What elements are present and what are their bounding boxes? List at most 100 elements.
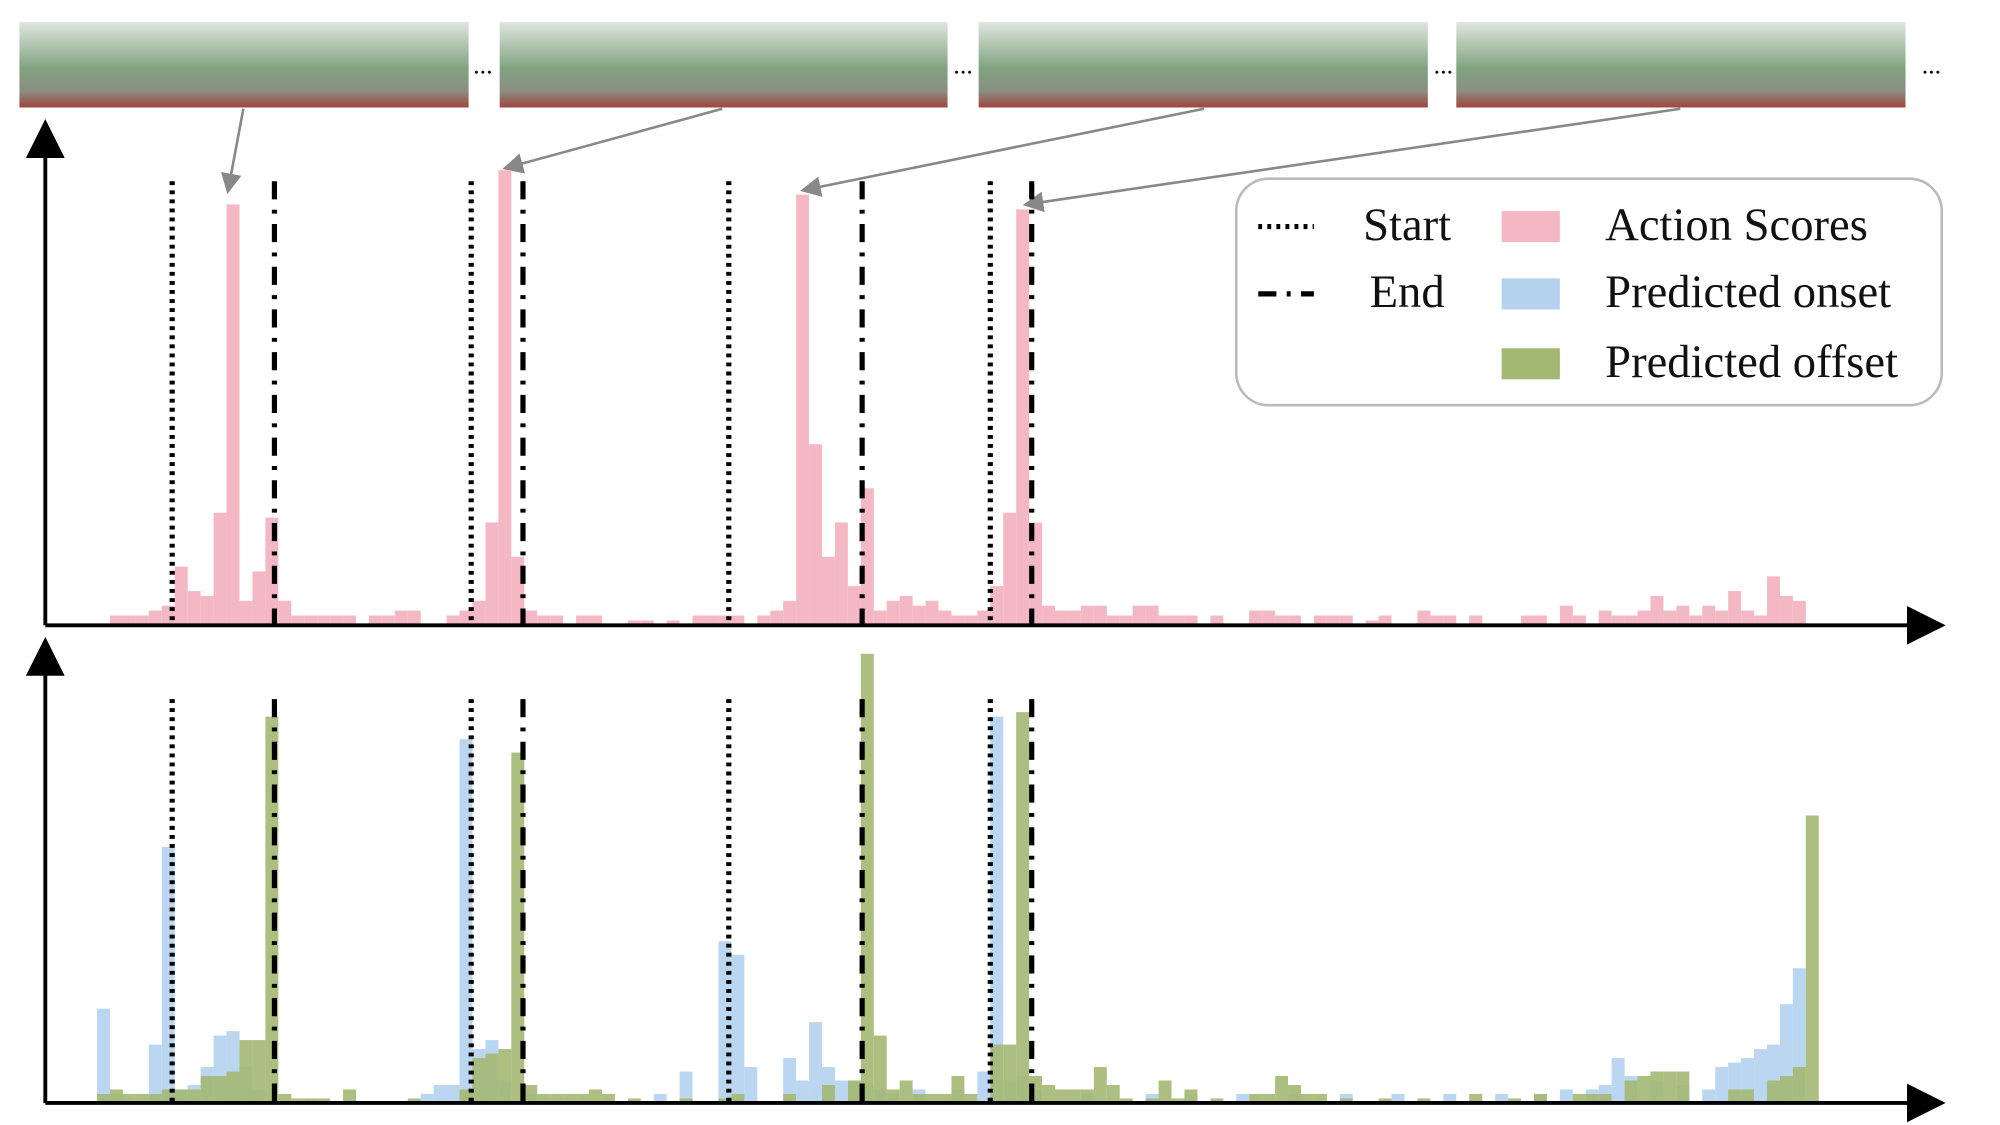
bar: [627, 1098, 641, 1103]
bar: [1313, 615, 1327, 626]
bar: [1158, 615, 1172, 626]
bar: [1210, 615, 1224, 626]
bar: [1611, 615, 1625, 626]
bar: [770, 610, 784, 626]
bar: [122, 615, 136, 626]
bar: [925, 600, 939, 626]
bar: [110, 615, 123, 626]
legend-label: Start: [1363, 199, 1451, 251]
bar: [990, 1044, 1004, 1103]
bar: [213, 512, 227, 626]
bar: [1326, 615, 1340, 626]
bar: [1016, 209, 1030, 626]
bar: [1184, 1089, 1198, 1103]
bar: [1792, 600, 1806, 626]
bar: [1067, 610, 1081, 626]
ellipsis: ...: [1434, 50, 1453, 79]
bar: [1572, 615, 1586, 626]
bar: [446, 1084, 460, 1103]
bar: [1391, 1093, 1405, 1103]
bar: [679, 1098, 693, 1103]
bar: [1741, 1089, 1755, 1103]
bar: [1611, 1058, 1625, 1103]
bar: [187, 1089, 201, 1103]
bar: [317, 615, 331, 626]
bar: [822, 1084, 835, 1103]
bar: [226, 204, 240, 626]
bar: [744, 1067, 758, 1103]
legend-label: End: [1370, 266, 1445, 318]
bar: [148, 610, 162, 626]
bar: [679, 1071, 693, 1103]
bar: [1598, 610, 1612, 626]
bar: [1702, 605, 1716, 626]
bar: [1469, 615, 1483, 626]
thumbnail-strip: [19, 22, 469, 108]
thumbnails: ... ... ... ...: [19, 22, 1941, 108]
bar: [330, 615, 344, 626]
plots: [25, 119, 1946, 1123]
bar: [187, 591, 201, 626]
bar: [640, 620, 654, 626]
bar: [1495, 1093, 1509, 1103]
bar: [1779, 1076, 1793, 1103]
bar: [550, 615, 564, 626]
bar: [1663, 1071, 1677, 1103]
bar: [252, 571, 266, 626]
bar: [110, 1089, 123, 1103]
bar: [1508, 1098, 1522, 1103]
bar: [653, 1093, 667, 1103]
bar: [304, 1098, 318, 1103]
bar: [381, 615, 395, 626]
arrows: [220, 107, 1681, 213]
bar: [1741, 610, 1755, 626]
bar: [783, 1093, 797, 1103]
bar: [873, 1035, 887, 1103]
bar: [1339, 1098, 1353, 1103]
bar: [718, 1098, 732, 1103]
bar: [1106, 615, 1120, 626]
bar: [951, 615, 965, 626]
bar: [174, 566, 188, 626]
bar: [1003, 512, 1017, 626]
bar: [1805, 815, 1819, 1103]
bar: [278, 600, 292, 626]
bar: [1754, 1049, 1767, 1103]
bar: [1650, 1071, 1664, 1103]
bar: [1119, 1098, 1133, 1103]
bar: [1055, 610, 1068, 626]
bar: [847, 586, 861, 626]
bar: [1792, 1067, 1806, 1103]
legend-box: [1234, 177, 1944, 407]
bar: [951, 1076, 965, 1103]
bar: [1559, 605, 1573, 626]
bar: [1042, 1084, 1056, 1103]
bar: [1080, 605, 1094, 626]
bar: [498, 1049, 512, 1103]
bar: [912, 1093, 926, 1103]
bar: [809, 444, 823, 626]
bar: [1262, 1093, 1276, 1103]
bar: [1676, 605, 1690, 626]
bar: [407, 610, 421, 626]
bar: [524, 1084, 538, 1103]
bar: [1378, 1098, 1392, 1103]
arrow: [220, 108, 245, 195]
bar: [317, 1098, 331, 1103]
bar: [446, 615, 460, 626]
bar: [938, 610, 952, 626]
bar: [1210, 1098, 1224, 1103]
bar: [964, 615, 978, 626]
bar: [1145, 1098, 1159, 1103]
bar: [1779, 595, 1793, 626]
bar: [977, 610, 991, 626]
bar: [148, 1093, 162, 1103]
bar: [731, 954, 745, 1103]
bar: [1236, 1093, 1250, 1103]
bar: [1533, 1093, 1547, 1103]
bar: [485, 522, 499, 626]
bar: [239, 1040, 253, 1103]
bar: [1572, 1093, 1586, 1103]
bar: [485, 1053, 499, 1103]
